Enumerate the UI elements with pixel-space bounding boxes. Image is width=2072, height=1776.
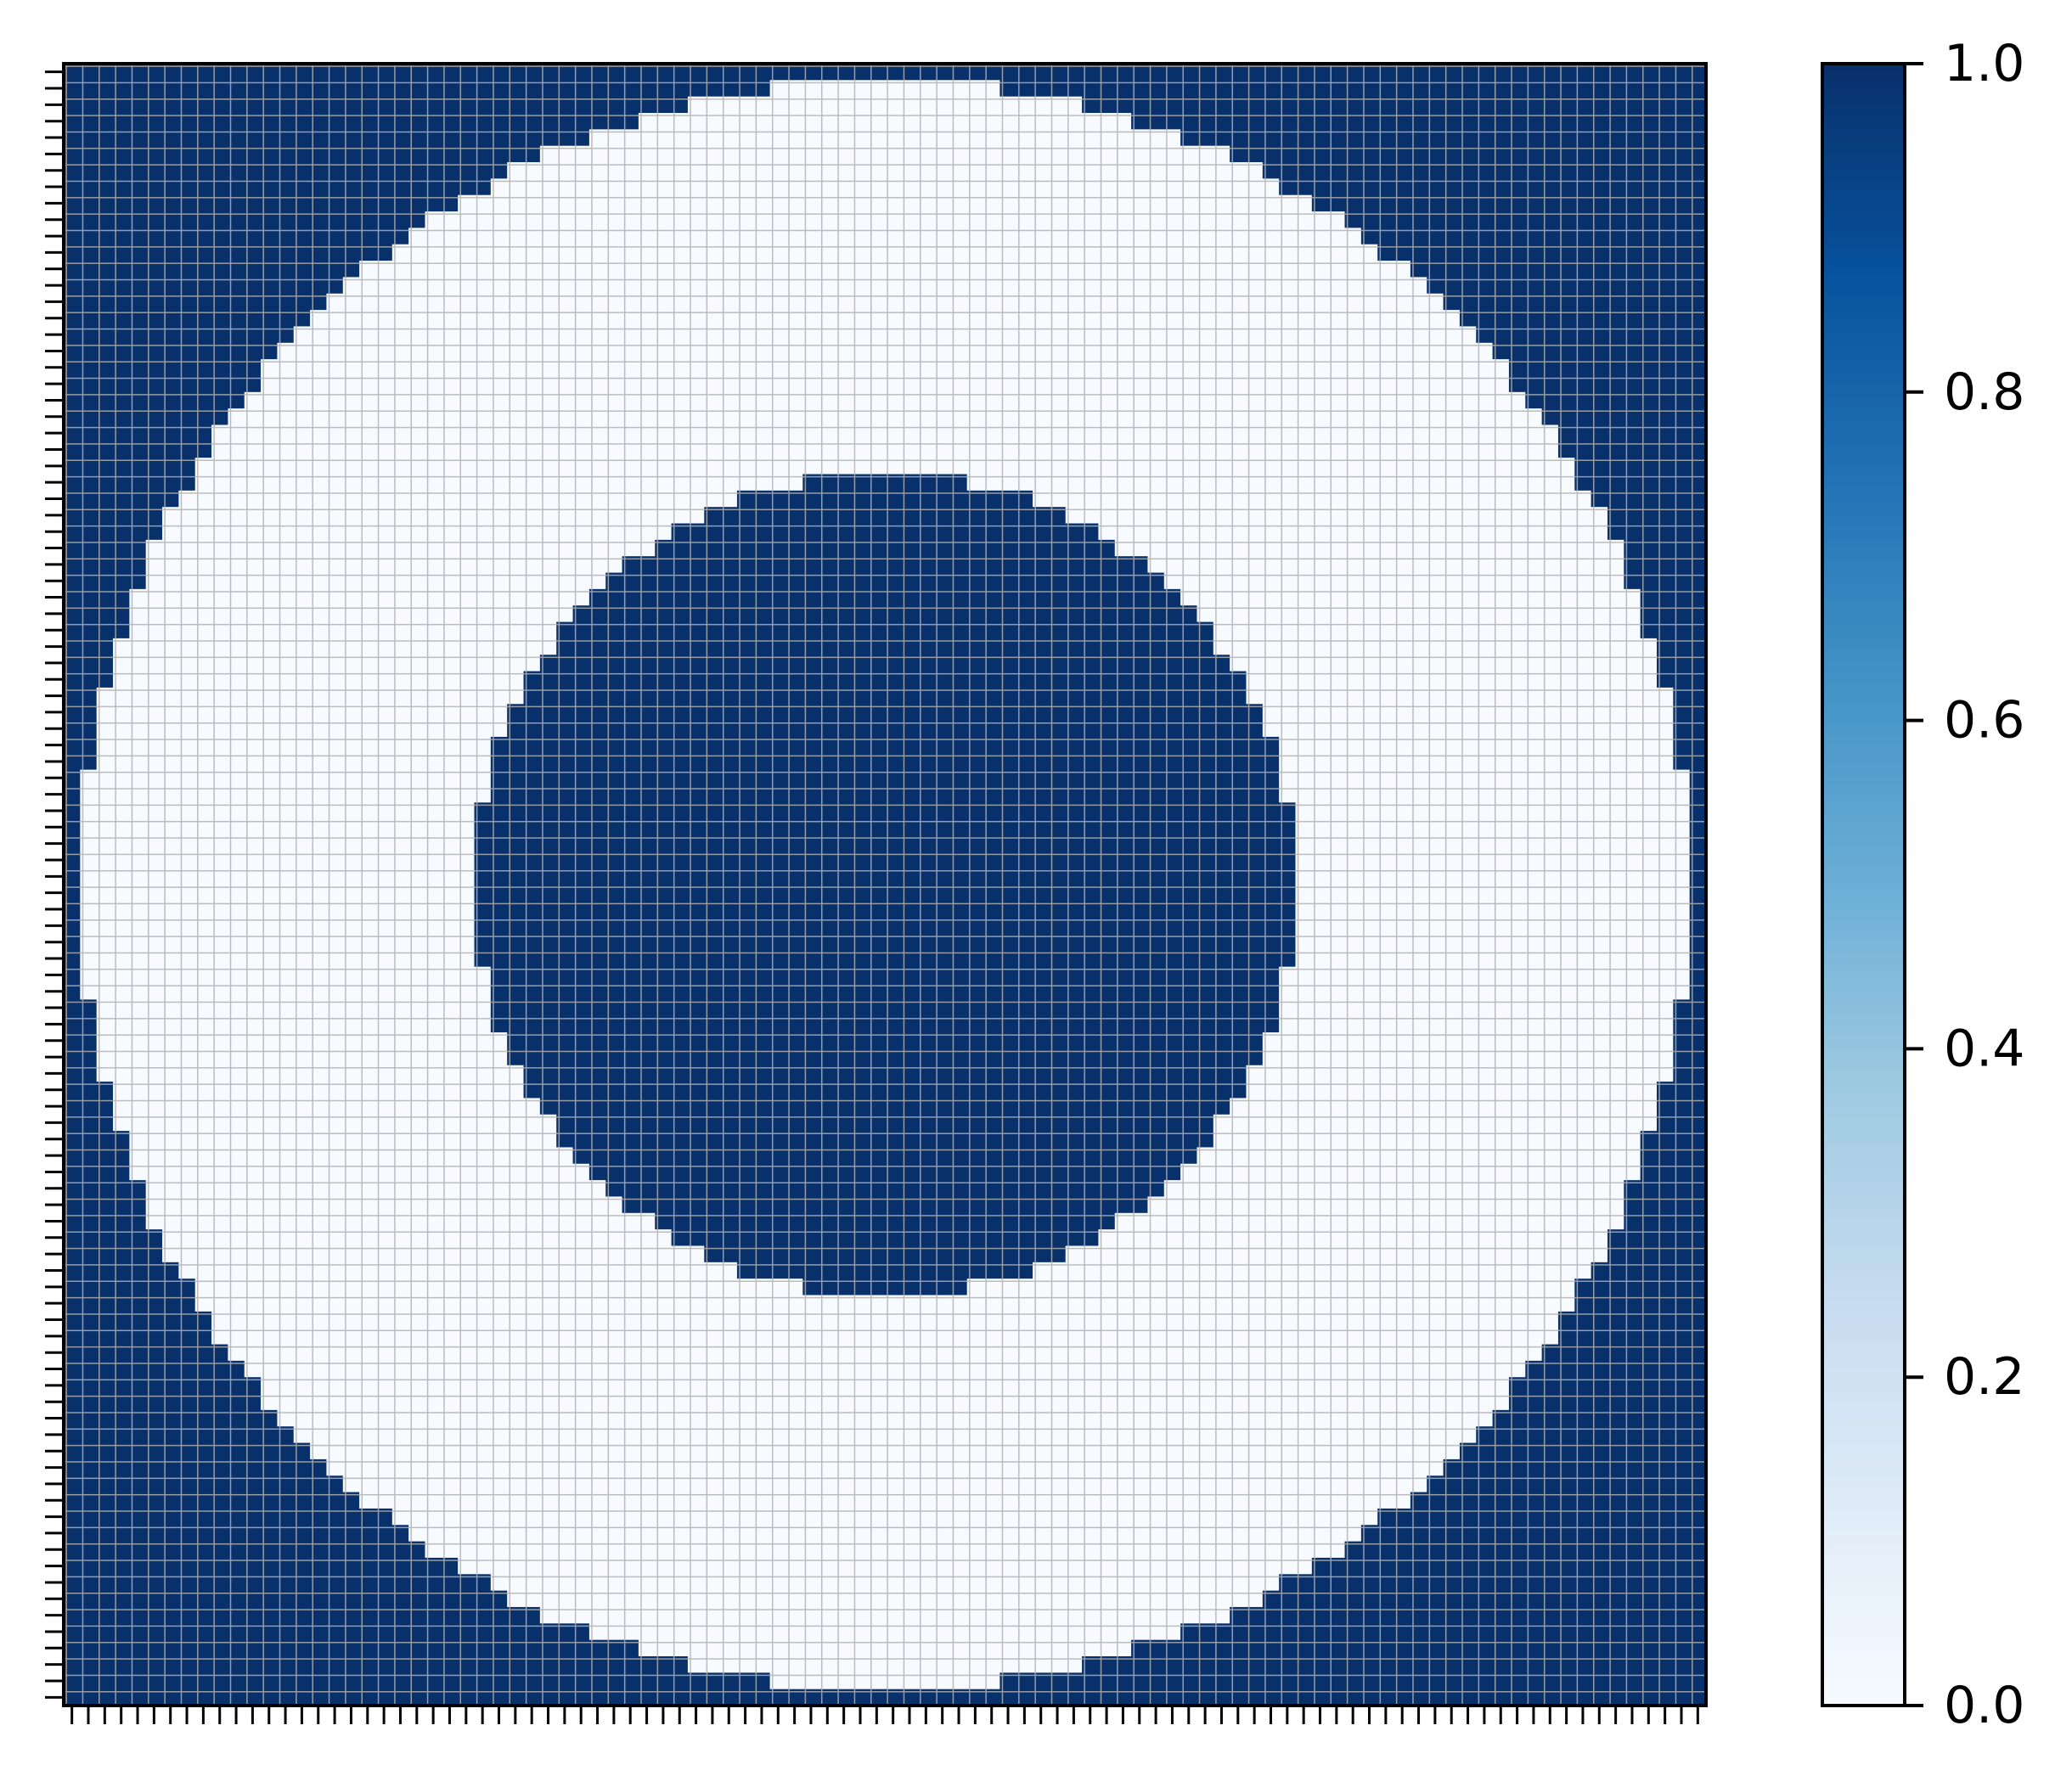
colorbar-frame [1821, 62, 1906, 1707]
colorbar-tick-label: 0.4 [1944, 1019, 2024, 1078]
colorbar-gradient [1822, 64, 1905, 1706]
colorbar-tick-label: 0.6 [1944, 691, 2024, 750]
heatmap-frame [62, 62, 1708, 1707]
heatmap-gridlines [64, 64, 1706, 1706]
y-axis-ticks [45, 70, 64, 1699]
colorbar-tick-label: 1.0 [1944, 34, 2024, 93]
colorbar-tick-label: 0.0 [1944, 1676, 2024, 1735]
colorbar-tick-label: 0.2 [1944, 1347, 2024, 1407]
colorbar-tick-label: 0.8 [1944, 363, 2024, 422]
x-axis-ticks [70, 1706, 1699, 1724]
heatmap-plot-area [64, 64, 1706, 1706]
colorbar: 0.0 0.2 0.4 0.6 0.8 1.0 [1821, 34, 2024, 1735]
colorbar-ticks: 0.0 0.2 0.4 0.6 0.8 1.0 [1905, 34, 2024, 1735]
